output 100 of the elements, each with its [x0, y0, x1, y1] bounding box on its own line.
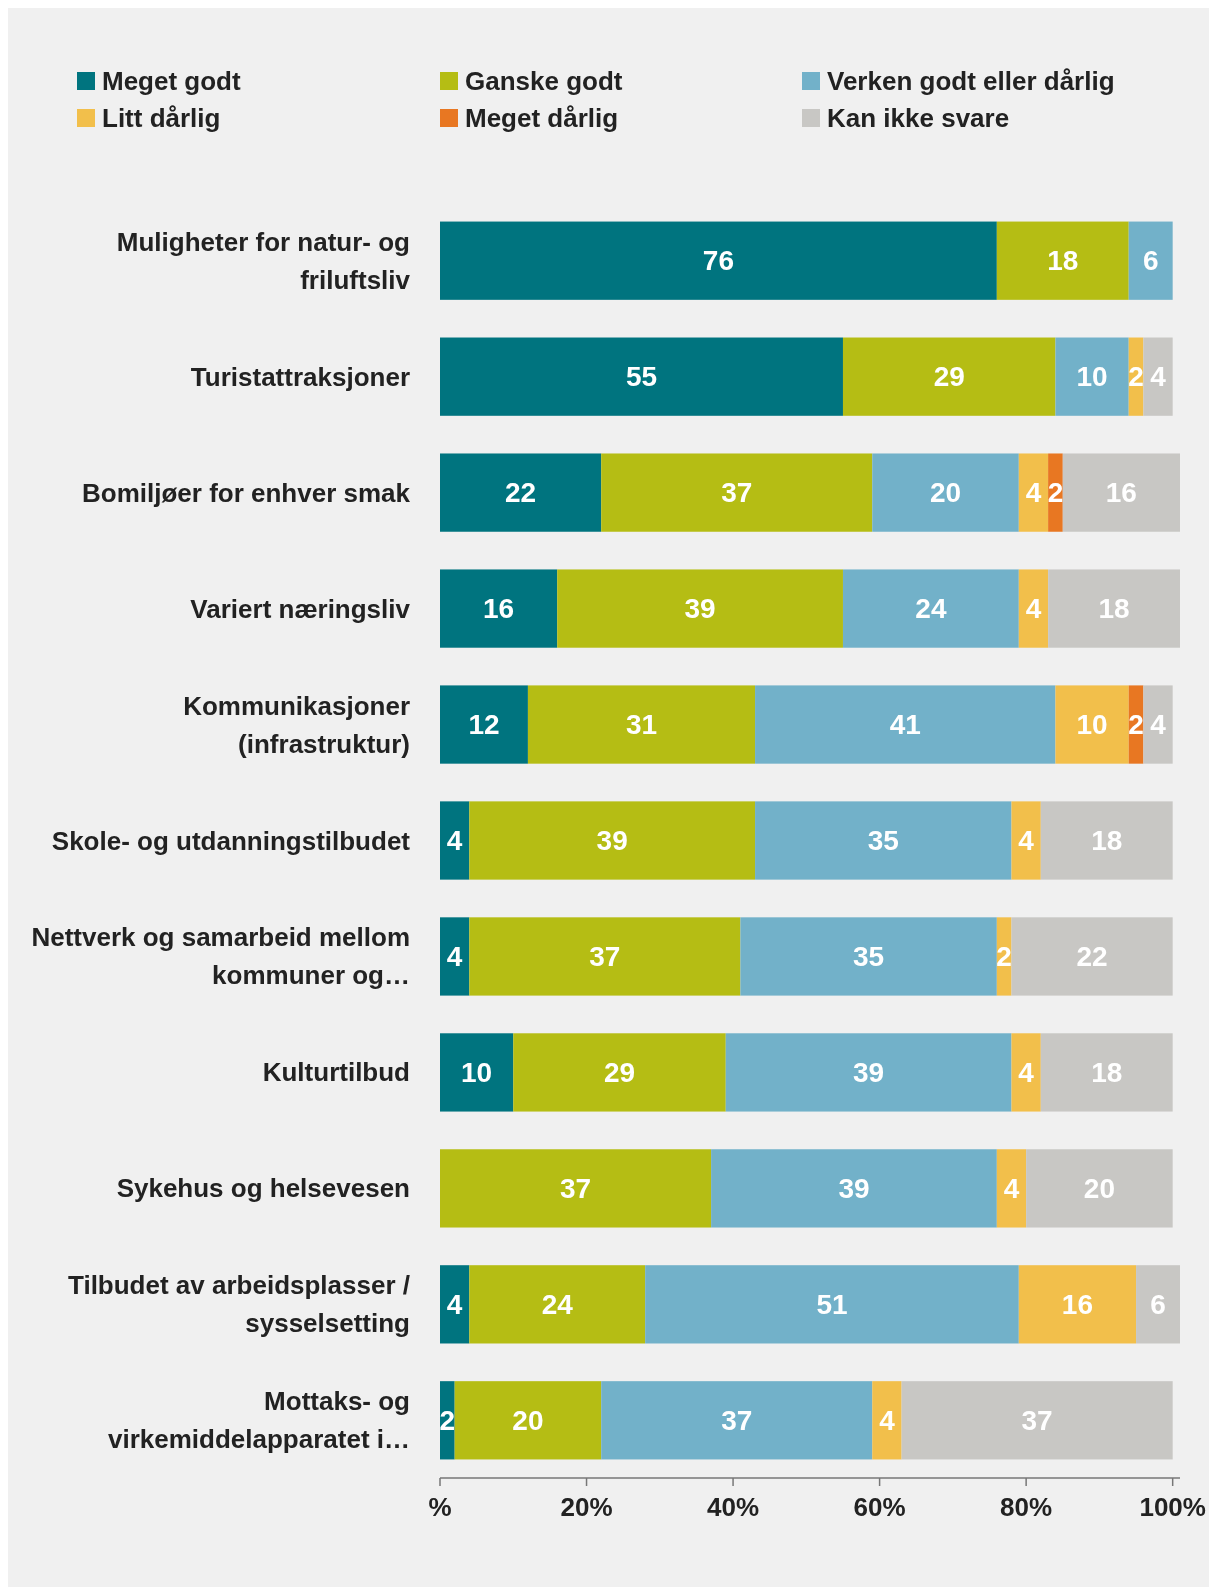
data-label: 29: [933, 361, 965, 393]
bar: [1143, 685, 1173, 764]
bar: [1048, 569, 1180, 648]
data-label: 10: [1076, 361, 1108, 393]
bar: [842, 337, 1056, 416]
x-tick-label: 60%: [853, 1492, 906, 1522]
bar: [996, 1149, 1027, 1228]
legend-label: Litt dårlig: [102, 103, 221, 133]
data-label: 18: [1091, 825, 1123, 856]
bar: [1011, 1033, 1041, 1112]
bar: [1026, 1149, 1173, 1228]
data-label: 22: [505, 477, 537, 509]
bar: [1062, 453, 1180, 532]
data-label: 24: [541, 1288, 574, 1320]
data-label: 16: [483, 593, 515, 625]
bar: [440, 1265, 470, 1344]
data-label: 37: [721, 477, 753, 509]
bar: [1018, 1265, 1137, 1344]
data-label: 18: [1047, 245, 1079, 277]
bar: [645, 1265, 1019, 1344]
data-label: 12: [468, 709, 500, 741]
data-label: 4: [879, 1404, 896, 1436]
x-tick-label: 100%: [1139, 1492, 1206, 1522]
data-label: 31: [625, 709, 658, 741]
bar: [725, 1033, 1012, 1112]
bar: [740, 917, 997, 996]
legend-label: Kan ikke svare: [827, 103, 1010, 133]
y-tick-label: Mottaks- og virkemiddelapparatet i…: [108, 1386, 410, 1455]
x-tick-label: 40%: [707, 1492, 760, 1522]
x-tick-label: 20%: [560, 1492, 613, 1522]
data-label: 4: [1025, 593, 1042, 625]
data-label: 39: [853, 1056, 885, 1088]
data-label: 18: [1091, 1056, 1123, 1088]
bar: [1040, 801, 1173, 880]
bar: [711, 1149, 997, 1228]
bar: [440, 801, 470, 880]
legend-label: Meget godt: [102, 66, 241, 96]
legend-label: Verken godt eller dårlig: [827, 66, 1115, 96]
bar: [1040, 1033, 1173, 1112]
bar: [872, 1381, 902, 1460]
y-tick-label: Variert næringsliv: [190, 593, 411, 624]
bar: [469, 917, 741, 996]
data-label: 29: [603, 1056, 636, 1088]
data-label: 20: [1083, 1172, 1115, 1204]
legend-label: Ganske godt: [465, 66, 623, 96]
data-label: 39: [596, 825, 628, 856]
legend-label: Meget dårlig: [465, 103, 619, 133]
data-label: 4: [446, 940, 463, 972]
y-tick-label: Tilbudet av arbeidsplasser / sysselsetting: [68, 1270, 410, 1339]
data-label: 2: [1128, 361, 1144, 393]
data-label: 35: [853, 940, 885, 972]
data-label: 4: [1150, 709, 1167, 741]
data-label: 4: [1025, 477, 1042, 509]
data-label: 4: [1003, 1172, 1020, 1204]
data-label: 4: [1150, 361, 1167, 393]
bar: [755, 801, 1012, 880]
bar: [1018, 453, 1049, 532]
data-label: 18: [1098, 593, 1130, 625]
bar: [1055, 685, 1129, 764]
data-label: 4: [446, 1288, 463, 1320]
y-tick-label: Bomiljøer for enhver smak: [82, 477, 411, 508]
data-label: 16: [1105, 477, 1137, 509]
bar: [601, 453, 873, 532]
data-label: 10: [1076, 709, 1108, 741]
data-label: 20: [512, 1404, 544, 1436]
bar: [872, 453, 1019, 532]
data-label: 35: [867, 825, 899, 856]
data-label: 2: [996, 940, 1012, 972]
data-label: 76: [702, 245, 734, 277]
bar: [440, 685, 528, 764]
bar: [440, 453, 602, 532]
data-label: 55: [625, 361, 658, 393]
bar: [527, 685, 756, 764]
data-label: 22: [1076, 940, 1108, 972]
bar: [1011, 917, 1173, 996]
bar: [1136, 1265, 1180, 1344]
y-tick-label: Muligheter for natur- og friluftsliv: [116, 226, 411, 295]
data-label: 6: [1142, 245, 1159, 277]
data-label: 37: [721, 1404, 753, 1436]
data-label: 10: [461, 1056, 493, 1088]
data-label: 39: [838, 1172, 870, 1204]
data-label: 4: [1018, 825, 1035, 856]
bar: [440, 221, 997, 300]
bar: [513, 1033, 726, 1112]
bar: [469, 801, 756, 880]
x-tick-label: %: [428, 1492, 452, 1522]
bar: [996, 221, 1129, 300]
bar: [440, 337, 843, 416]
data-label: 2: [1047, 477, 1064, 509]
data-label: 24: [915, 593, 947, 625]
data-label: 37: [589, 940, 621, 972]
data-label: 39: [684, 593, 716, 625]
y-tick-label: Kommunikasjoner (infrastruktur): [183, 690, 410, 759]
data-label: 41: [889, 709, 921, 741]
x-tick-label: 80%: [1000, 1492, 1053, 1522]
data-label: 2: [439, 1404, 456, 1436]
data-label: 51: [816, 1288, 848, 1320]
data-label: 16: [1061, 1288, 1093, 1320]
bar: [901, 1381, 1173, 1460]
bar: [1143, 337, 1173, 416]
